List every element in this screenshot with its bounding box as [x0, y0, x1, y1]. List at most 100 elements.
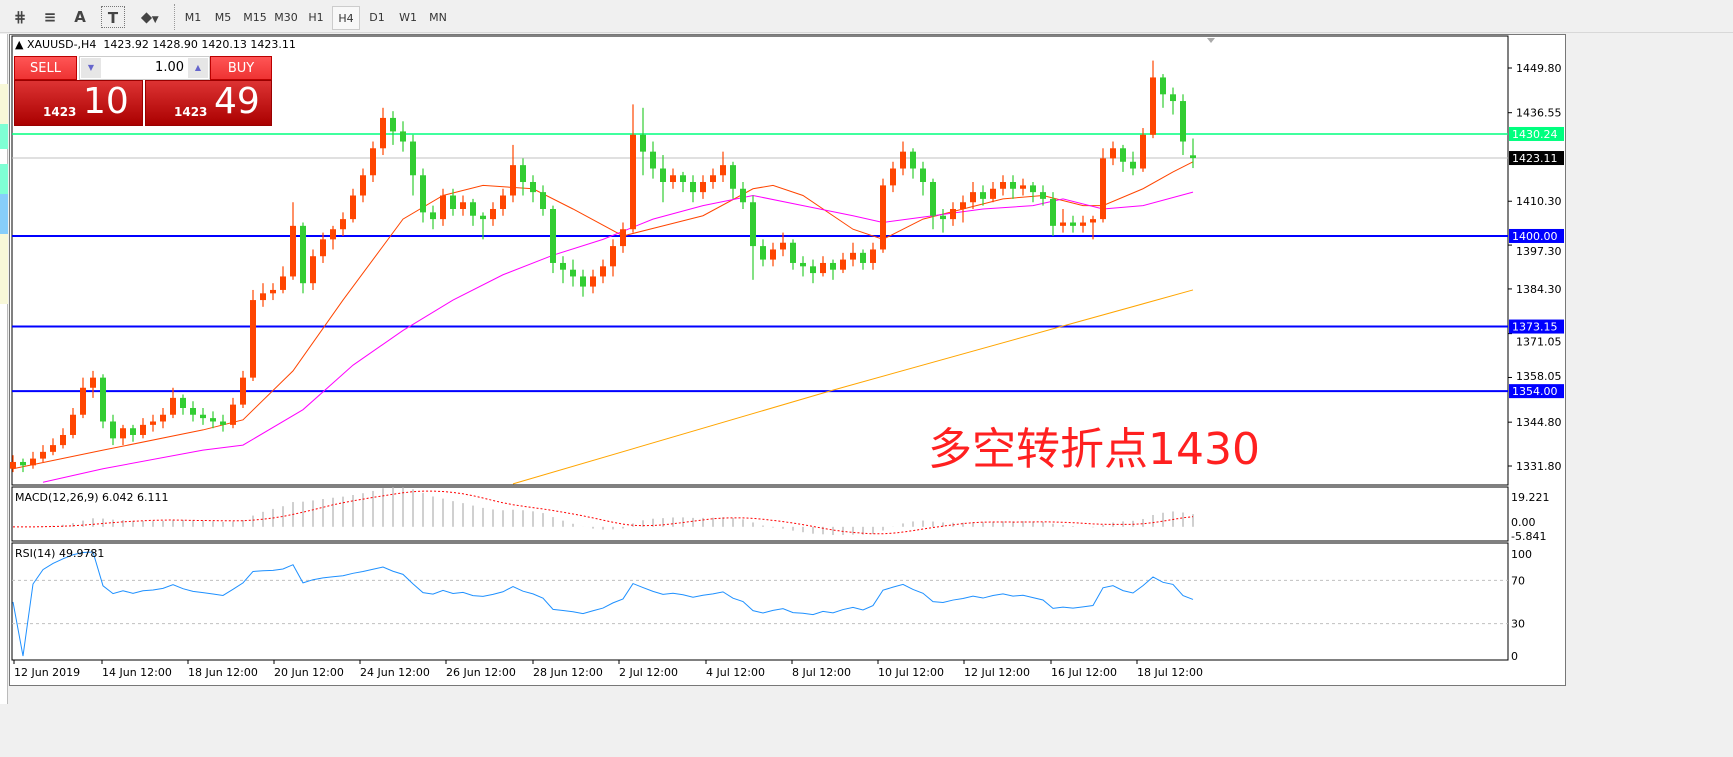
candle — [390, 111, 396, 145]
candle-body — [1150, 77, 1156, 135]
candle-body — [190, 407, 196, 415]
macd-signal-line — [12, 490, 1194, 535]
candle-body — [840, 259, 846, 270]
candle-body — [1010, 182, 1016, 189]
candle-body — [160, 414, 166, 422]
candle-body — [490, 208, 496, 220]
candle — [310, 249, 316, 290]
annotation-text: 多空转折点1430 — [928, 424, 1260, 475]
candle-body — [470, 202, 476, 216]
candle-body — [570, 269, 576, 277]
time-tick-label: 16 Jul 12:00 — [1051, 666, 1117, 679]
price-chart[interactable]: 1449.80 1436.55 1410.30 1397.30 1384.30 1371.… — [10, 35, 1567, 687]
candle-body — [900, 151, 906, 169]
candle — [340, 212, 346, 236]
time-tick-label: 26 Jun 12:00 — [446, 666, 516, 679]
candle — [240, 370, 246, 408]
candle-body — [350, 195, 356, 220]
collapse-triangle-icon[interactable]: ▲ — [15, 38, 27, 51]
bid-price-button[interactable]: 1423 10 — [14, 80, 143, 126]
candle — [500, 188, 506, 216]
lot-decrease-button[interactable]: ▼ — [81, 58, 101, 78]
timeframe-mn[interactable]: MN — [429, 11, 447, 24]
candle-body — [240, 377, 246, 405]
buy-button[interactable]: BUY — [210, 56, 272, 80]
text-label-icon[interactable]: T — [101, 6, 125, 28]
candle — [570, 259, 576, 287]
candle-body — [390, 117, 396, 132]
candle-body — [70, 414, 76, 435]
candle — [960, 195, 966, 223]
candle-body — [1040, 192, 1046, 199]
rsi-tick-label: 30 — [1511, 618, 1525, 631]
text-icon[interactable]: A — [74, 8, 86, 26]
timeframe-m15[interactable]: M15 — [243, 11, 267, 24]
candle-body — [670, 175, 676, 183]
arrows-icon[interactable]: ⬥▼ — [141, 8, 159, 26]
candle-body — [370, 148, 376, 176]
timeframe-h1[interactable]: H1 — [308, 11, 324, 24]
candle — [120, 424, 126, 446]
candle — [590, 269, 596, 294]
candle-body — [310, 256, 316, 284]
candle — [360, 168, 366, 203]
candle — [1140, 128, 1146, 172]
candle — [820, 256, 826, 277]
candle — [950, 202, 956, 226]
candle — [290, 202, 296, 280]
candle — [1190, 138, 1196, 169]
level-price-label: 1430.24 — [1512, 128, 1558, 141]
candle-body — [1120, 148, 1126, 162]
rsi-panel-frame — [11, 542, 1509, 661]
fibonacci-expansion-icon[interactable]: ⋕ — [13, 8, 27, 26]
moving-average-line — [512, 289, 1194, 485]
candle — [530, 175, 536, 203]
candle-body — [290, 225, 296, 277]
ask-price-button[interactable]: 1423 49 — [145, 80, 272, 126]
candle-body — [90, 377, 96, 388]
candle — [410, 134, 416, 196]
fibonacci-fan-icon[interactable]: ≡ — [43, 8, 57, 26]
lot-size-input[interactable]: 1.00 — [155, 60, 184, 75]
candle — [1030, 182, 1036, 203]
candle-body — [690, 182, 696, 193]
timeframe-m30[interactable]: M30 — [274, 11, 298, 24]
candle-body — [770, 249, 776, 260]
candle-body — [410, 141, 416, 176]
candle-body — [110, 421, 116, 439]
chart-window[interactable]: 1449.80 1436.55 1410.30 1397.30 1384.30 1371.… — [9, 34, 1566, 686]
candle — [1060, 208, 1066, 233]
timeframe-m1[interactable]: M1 — [184, 11, 202, 24]
candle — [600, 259, 606, 284]
chart-shift-marker-icon — [1207, 38, 1215, 43]
candle-body — [180, 397, 186, 408]
timeframe-h4[interactable]: H4 — [332, 6, 360, 30]
timeframe-w1[interactable]: W1 — [399, 11, 417, 24]
candle — [1180, 94, 1186, 156]
lot-increase-button[interactable]: ▲ — [188, 58, 208, 78]
candle-body — [780, 242, 786, 250]
sell-button[interactable]: SELL — [14, 56, 77, 80]
candle-body — [650, 151, 656, 169]
candle-body — [440, 195, 446, 220]
candle-body — [960, 202, 966, 209]
time-tick-label: 4 Jul 12:00 — [706, 666, 765, 679]
candle-body — [20, 461, 26, 466]
candle — [200, 407, 206, 425]
candle — [670, 168, 676, 189]
candle — [940, 208, 946, 233]
candle — [270, 283, 276, 301]
candle — [210, 411, 216, 429]
time-tick-label: 18 Jun 12:00 — [188, 666, 258, 679]
candle — [1170, 87, 1176, 115]
current-price-label-bg — [1509, 151, 1564, 166]
candle — [350, 188, 356, 223]
candle-body — [1100, 158, 1106, 220]
timeframe-d1[interactable]: D1 — [369, 11, 385, 24]
candle-body — [150, 421, 156, 425]
timeframe-m5[interactable]: M5 — [214, 11, 232, 24]
candle — [480, 212, 486, 240]
candle-body — [1180, 101, 1186, 142]
candle — [280, 266, 286, 294]
candle — [90, 370, 96, 398]
